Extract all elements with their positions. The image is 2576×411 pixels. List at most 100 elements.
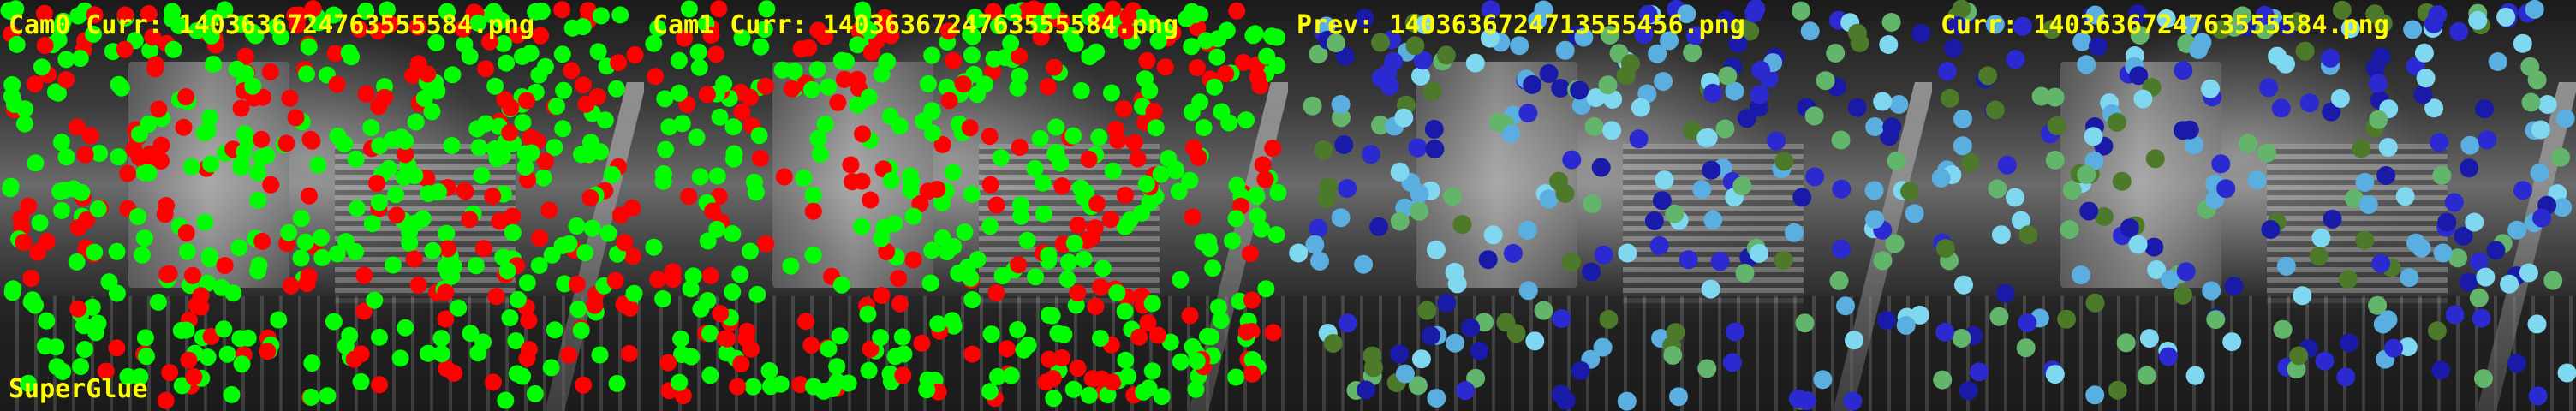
keypoint-marker: [1184, 139, 1202, 157]
keypoint-marker: [146, 56, 164, 74]
keypoint-marker: [699, 232, 717, 250]
keypoint-marker: [1138, 51, 1156, 69]
keypoint-marker: [624, 247, 641, 265]
keypoint-marker: [432, 330, 450, 348]
keypoint-marker: [1896, 315, 1916, 335]
keypoint-marker: [1594, 245, 1613, 265]
keypoint-marker: [85, 25, 103, 43]
keypoint-marker: [1935, 239, 1955, 259]
keypoint-marker: [981, 128, 999, 146]
keypoint-marker: [2376, 166, 2396, 185]
keypoint-marker: [1395, 364, 1415, 384]
keypoint-marker: [405, 250, 423, 268]
keypoint-marker: [878, 243, 896, 260]
keypoint-marker: [962, 269, 980, 287]
keypoint-marker: [443, 267, 461, 285]
keypoint-marker: [886, 215, 903, 233]
keypoint-marker: [1617, 391, 1637, 411]
keypoint-marker: [83, 298, 101, 316]
keypoint-marker: [298, 65, 315, 83]
keypoint-marker: [1466, 368, 1486, 388]
keypoint-marker: [882, 171, 900, 189]
keypoint-marker: [920, 74, 937, 92]
keypoint-marker: [2496, 7, 2516, 27]
keypoint-marker: [556, 275, 574, 293]
keypoint-marker: [2460, 158, 2478, 178]
keypoint-marker: [1847, 98, 1867, 117]
panel-prev: Prev: 1403636724713555456.png: [1288, 0, 1932, 411]
keypoint-marker: [2139, 329, 2159, 348]
keypoint-marker: [1750, 243, 1768, 263]
keypoint-marker: [1518, 220, 1537, 240]
keypoint-marker: [2085, 5, 2105, 25]
keypoint-marker: [149, 293, 167, 311]
keypoint-marker: [2257, 143, 2277, 163]
keypoint-marker: [1090, 128, 1108, 146]
keypoint-marker: [1953, 109, 1972, 128]
keypoint-marker: [2414, 43, 2434, 63]
keypoint-marker: [751, 149, 769, 167]
keypoint-marker: [480, 33, 498, 51]
keypoint-marker: [2339, 270, 2358, 289]
keypoint-marker: [2330, 88, 2350, 108]
keypoint-marker: [1549, 171, 1569, 191]
keypoint-marker: [337, 337, 355, 355]
keypoint-marker: [963, 185, 981, 203]
keypoint-marker: [1881, 13, 1901, 32]
keypoint-marker: [175, 118, 193, 136]
keypoint-marker: [1208, 48, 1226, 66]
keypoint-marker: [591, 346, 609, 364]
keypoint-marker: [2145, 149, 2165, 169]
keypoint-marker: [2088, 37, 2108, 56]
keypoint-marker: [1910, 305, 1929, 325]
keypoint-marker: [623, 199, 641, 217]
keypoint-marker: [1184, 208, 1202, 226]
keypoint-marker: [1478, 250, 1498, 270]
keypoint-marker: [1792, 1, 1810, 21]
keypoint-marker: [1152, 165, 1170, 183]
keypoint-marker: [2352, 139, 2371, 158]
keypoint-marker: [1243, 351, 1261, 368]
keypoint-marker: [424, 241, 442, 259]
keypoint-marker: [131, 125, 148, 143]
keypoint-marker: [27, 154, 45, 172]
keypoint-marker: [336, 135, 354, 152]
keypoint-marker: [182, 158, 200, 176]
keypoint-marker: [415, 89, 433, 107]
keypoint-marker: [2530, 163, 2549, 182]
keypoint-marker: [409, 276, 427, 294]
keypoint-marker: [2459, 272, 2478, 292]
keypoint-marker: [1571, 360, 1590, 380]
keypoint-marker: [2045, 365, 2065, 384]
keypoint-marker: [86, 6, 104, 24]
keypoint-marker: [477, 115, 495, 133]
keypoint-marker: [1443, 187, 1463, 206]
keypoint-marker: [2144, 237, 2164, 257]
keypoint-marker: [670, 51, 688, 69]
keypoint-marker: [1378, 63, 1398, 83]
keypoint-marker: [1194, 233, 1212, 251]
keypoint-marker: [2460, 135, 2480, 155]
keypoint-marker: [1593, 337, 1613, 357]
keypoint-marker: [859, 305, 877, 323]
keypoint-marker: [160, 265, 178, 283]
panel-title: Curr: 1403636724763555584.png: [1941, 10, 2389, 40]
keypoint-marker: [1019, 337, 1037, 354]
keypoint-marker: [33, 58, 51, 76]
keypoint-marker: [388, 206, 406, 224]
keypoint-marker: [1332, 108, 1351, 128]
keypoint-marker: [1954, 275, 1973, 295]
keypoint-marker: [990, 17, 1007, 34]
keypoint-marker: [427, 33, 445, 51]
keypoint-marker: [498, 262, 516, 280]
keypoint-marker: [1371, 33, 1390, 52]
keypoint-marker: [1394, 108, 1414, 128]
keypoint-marker: [1319, 177, 1339, 197]
keypoint-marker: [1506, 324, 1526, 343]
keypoint-marker: [368, 175, 385, 192]
keypoint-marker: [1865, 117, 1885, 136]
keypoint-marker: [904, 207, 922, 225]
keypoint-marker: [300, 187, 318, 205]
keypoint-marker: [131, 368, 149, 385]
